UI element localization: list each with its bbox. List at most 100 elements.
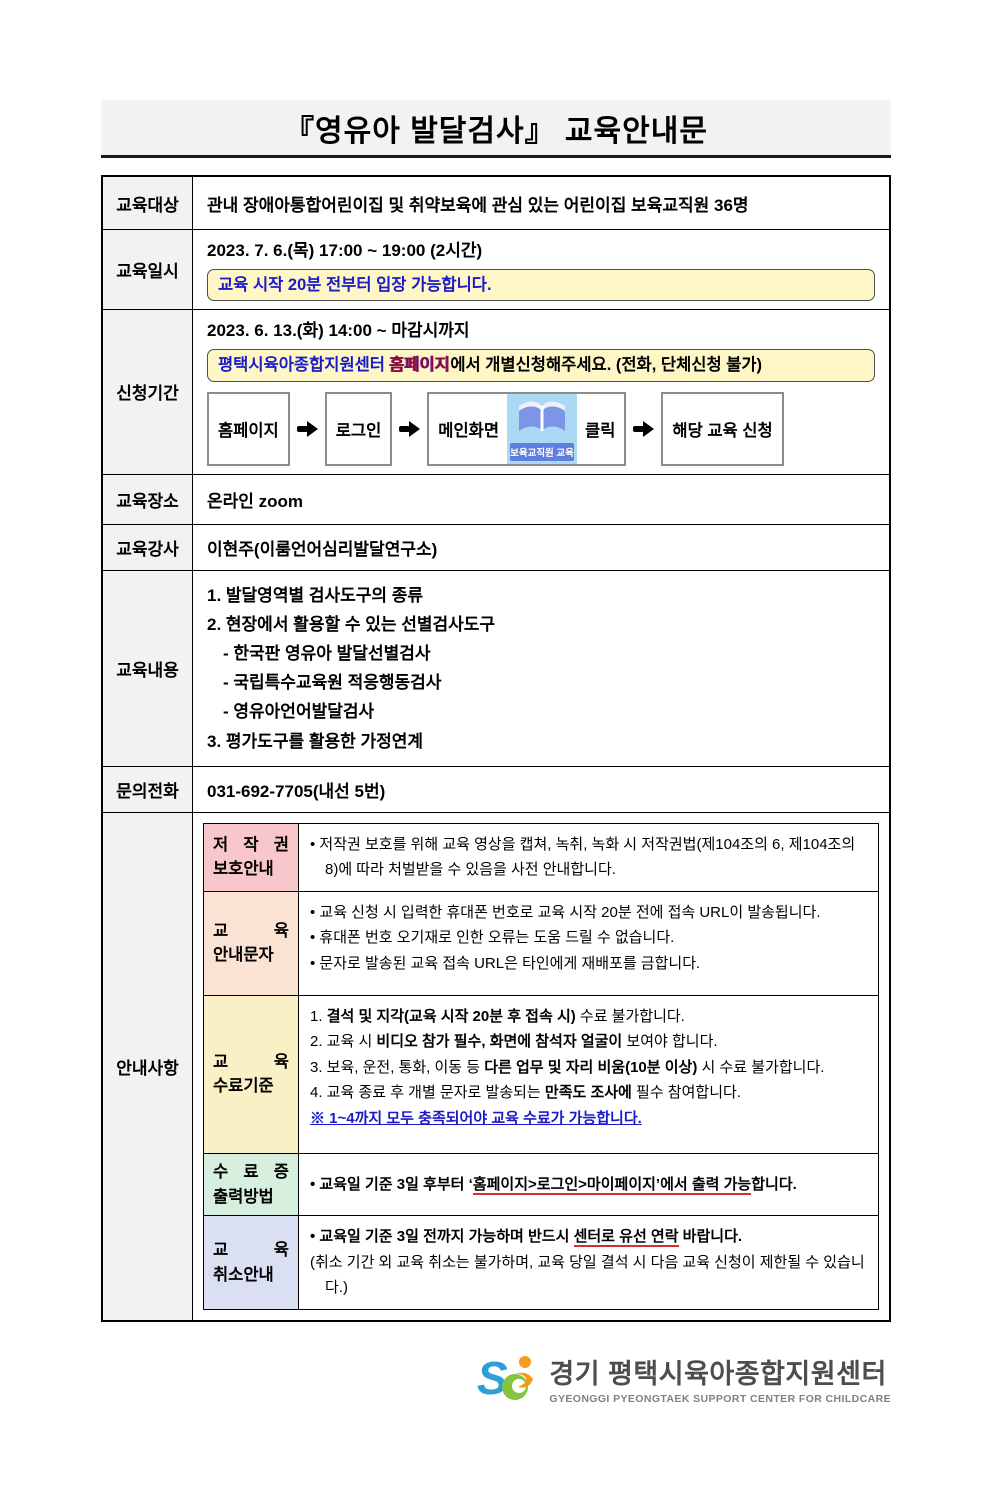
completion-item-bold: 결석 및 지각(교육 시작 20분 후 접속 시): [326, 1007, 576, 1025]
cancel-line1-suffix: 바랍니다.: [678, 1228, 743, 1246]
notice-sms-label: 교 육 안내문자: [204, 891, 299, 995]
apply-note-etc: (전화, 단체신청 불가): [615, 355, 763, 374]
contents-item: - 한국판 영유아 발달선별검사: [223, 643, 431, 663]
notice-sms: 교 육 안내문자 • 교육 신청 시 입력한 휴대폰 번호로 교육 시작 20분…: [204, 890, 878, 995]
datetime-value: 2023. 7. 6.(목) 17:00 ~ 19:00 (2시간): [207, 241, 483, 260]
completion-item-pre: 1.: [310, 1007, 327, 1025]
notice-completion-label-line1: 교 육: [213, 1052, 289, 1071]
notice-sms-item: • 교육 신청 시 입력한 휴대폰 번호로 교육 시작 20분 전에 접속 UR…: [310, 903, 821, 921]
target-value: 관내 장애아통합어린이집 및 취약보육에 관심 있는 어린이집 보육교직원 36…: [207, 195, 749, 215]
flow-step-apply: 해당 교육 신청: [661, 391, 784, 466]
instructor-value: 이현주(이룸언어심리발달연구소): [207, 539, 438, 559]
notice-completion-label: 교 육 수료기준: [204, 995, 299, 1153]
flow-step-mainscreen-label: 메인화면: [438, 421, 500, 440]
contents-item: 3. 평가도구를 활용한 가정연계: [207, 731, 424, 751]
notice-certificate-label-line1: 수 료 증: [213, 1162, 289, 1181]
row-label-datetime: 교육일시: [103, 230, 193, 310]
svg-text:S: S: [477, 1352, 508, 1404]
title-band: 『영유아 발달검사』 교육안내문: [101, 100, 891, 158]
phone-value: 031-692-7705(내선 5번): [207, 781, 386, 801]
notice-completion-item: 2. 교육 시 비디오 참가 필수, 화면에 참석자 얼굴이 보여야 합니다.: [310, 1029, 867, 1055]
notice-sms-item: • 휴대폰 번호 오기재로 인한 오류는 도움 드릴 수 없습니다.: [310, 929, 675, 947]
notice-certificate: 수 료 증 출력방법 • 교육일 기준 3일 후부터 ‘홈페이지>로그인>마이페…: [204, 1152, 878, 1216]
flow-step-login: 로그인: [324, 391, 393, 466]
contents-item: - 국립특수교육원 적응행동검사: [223, 673, 442, 693]
org-name-korean: 경기 평택시육아종합지원센터: [549, 1359, 887, 1390]
flow-step-mainscreen: 메인화면 보육교직원 교육 클릭: [427, 391, 627, 466]
cancel-line1-underlined: 센터로 유선 연락: [573, 1228, 679, 1248]
completion-item-pre: 4. 교육 종료 후 개별 문자로 발송되는: [310, 1084, 545, 1102]
notice-copyright: 저 작 권 보호안내 • 저작권 보호를 위해 교육 영상을 캡쳐, 녹취, 녹…: [204, 823, 878, 891]
flow-step-login-label: 로그인: [335, 421, 382, 440]
row-education-instructor: 교육강사 이현주(이룸언어심리발달연구소): [103, 523, 889, 570]
notice-cancel-label-line2: 취소안내: [213, 1265, 274, 1284]
apply-note-homepage: 홈페이지: [389, 355, 451, 374]
arrow-right-icon: [399, 420, 421, 437]
cancel-line1-prefix: • 교육일 기준 3일 전까지 가능하며 반드시: [310, 1228, 574, 1246]
flow-step-homepage-label: 홈페이지: [218, 421, 279, 440]
row-label-notices: 안내사항: [103, 812, 193, 1320]
apply-note-rest: 에서 개별신청해주세요.: [450, 355, 616, 374]
center-logo-icon: S: [477, 1352, 534, 1404]
row-label-place: 교육장소: [103, 474, 193, 524]
row-label-apply: 신청기간: [103, 310, 193, 474]
notice-cancel-line2: (취소 기간 외 교육 취소는 불가하며, 교육 당일 결석 시 다음 교육 신…: [310, 1253, 865, 1297]
contents-list: 1. 발달영역별 검사도구의 종류 2. 현장에서 활용할 수 있는 선별검사도…: [193, 571, 889, 766]
row-education-target: 교육대상 관내 장애아통합어린이집 및 취약보육에 관심 있는 어린이집 보육교…: [103, 177, 889, 229]
notice-completion: 교 육 수료기준 1. 결석 및 지각(교육 시작 20분 후 접속 시) 수료…: [204, 994, 878, 1153]
notice-sms-item: • 문자로 발송된 교육 접속 URL은 타인에게 재배포를 금합니다.: [310, 954, 701, 972]
education-icon-label: 보육교직원 교육: [510, 442, 575, 461]
row-education-place: 교육장소 온라인 zoom: [103, 473, 889, 524]
flow-step-apply-label: 해당 교육 신청: [672, 421, 773, 440]
entry-note-text: 교육 시작 20분 전부터 입장 가능합니다.: [218, 275, 492, 294]
footer: S 경기 평택시육아종합지원센터 GYEONGGI PYEONGTAEK SUP…: [101, 1350, 891, 1408]
notice-copyright-label-line1: 저 작 권: [213, 835, 289, 854]
completion-item-pre: 2. 교육 시: [310, 1033, 377, 1051]
row-application-period: 신청기간 2023. 6. 13.(화) 14:00 ~ 마감시까지 평택시육아…: [103, 309, 889, 474]
notice-copyright-label: 저 작 권 보호안내: [204, 823, 299, 891]
completion-item-post: 필수 참여합니다.: [631, 1084, 741, 1102]
book-icon: [519, 401, 566, 431]
completion-item-pre: 3. 보육, 운전, 통화, 이동 등: [310, 1058, 485, 1076]
notice-completion-item: 3. 보육, 운전, 통화, 이동 등 다른 업무 및 자리 비움(10분 이상…: [310, 1055, 867, 1081]
info-table: 교육대상 관내 장애아통합어린이집 및 취약보육에 관심 있는 어린이집 보육교…: [101, 175, 891, 1322]
notice-completion-item: 4. 교육 종료 후 개별 문자로 발송되는 만족도 조사에 필수 참여합니다.: [310, 1080, 867, 1106]
notice-sms-label-line1: 교 육: [213, 921, 289, 940]
notice-cancel: 교 육 취소안내 • 교육일 기준 3일 전까지 가능하며 반드시 센터로 유선…: [204, 1215, 878, 1309]
row-label-instructor: 교육강사: [103, 524, 193, 570]
row-label-contents: 교육내용: [103, 570, 193, 766]
apply-note-box: 평택시육아종합지원센터 홈페이지에서 개별신청해주세요. (전화, 단체신청 불…: [207, 348, 875, 382]
certificate-text-suffix: 합니다.: [751, 1175, 797, 1193]
notice-sms-body: • 교육 신청 시 입력한 휴대폰 번호로 교육 시작 20분 전에 접속 UR…: [299, 892, 878, 995]
notice-cancel-label: 교 육 취소안내: [204, 1216, 299, 1309]
entry-note-box: 교육 시작 20분 전부터 입장 가능합니다.: [207, 268, 875, 302]
notice-certificate-text: • 교육일 기준 3일 후부터 ‘홈페이지>로그인>마이페이지’에서 출력 가능…: [310, 1172, 797, 1198]
apply-value-cell: 2023. 6. 13.(화) 14:00 ~ 마감시까지 평택시육아종합지원센…: [193, 310, 889, 473]
completion-item-post: 보여야 합니다.: [622, 1033, 718, 1051]
completion-note-text: ※ 1~4까지 모두 충족되어야 교육 수료가 가능합니다.: [310, 1109, 642, 1127]
contents-item: 2. 현장에서 활용할 수 있는 선별검사도구: [207, 614, 496, 634]
notice-copyright-label-line2: 보호안내: [213, 860, 274, 879]
completion-item-post: 시 수료 불가합니다.: [697, 1058, 825, 1076]
certificate-text-underlined: 홈페이지>로그인>마이페이지’에서 출력 가능: [472, 1175, 752, 1195]
org-name-english: GYEONGGI PYEONGTAEK SUPPORT CENTER FOR C…: [549, 1393, 891, 1406]
row-contact-phone: 문의전화 031-692-7705(내선 5번): [103, 765, 889, 812]
contents-item: 1. 발달영역별 검사도구의 종류: [207, 585, 424, 605]
row-label-target: 교육대상: [103, 177, 193, 229]
notice-certificate-label: 수 료 증 출력방법: [204, 1153, 299, 1216]
application-flow-diagram: 홈페이지 로그인 메인화면: [207, 391, 875, 466]
notice-cancel-body: • 교육일 기준 3일 전까지 가능하며 반드시 센터로 유선 연락 바랍니다.…: [299, 1216, 878, 1309]
completion-item-bold: 다른 업무 및 자리 비움(10분 이상): [484, 1058, 698, 1076]
completion-item-bold: 만족도 조사에: [544, 1084, 632, 1102]
notices-cell: 저 작 권 보호안내 • 저작권 보호를 위해 교육 영상을 캡쳐, 녹취, 녹…: [193, 813, 889, 1320]
notice-completion-note: ※ 1~4까지 모두 충족되어야 교육 수료가 가능합니다.: [310, 1106, 867, 1132]
completion-item-post: 수료 불가합니다.: [575, 1007, 685, 1025]
row-education-contents: 교육내용 1. 발달영역별 검사도구의 종류 2. 현장에서 활용할 수 있는 …: [103, 569, 889, 766]
arrow-right-icon: [296, 420, 318, 437]
notice-completion-label-line2: 수료기준: [213, 1077, 274, 1096]
certificate-text-prefix: • 교육일 기준 3일 후부터 ‘: [310, 1175, 473, 1193]
datetime-value-cell: 2023. 7. 6.(목) 17:00 ~ 19:00 (2시간) 교육 시작…: [193, 230, 889, 309]
apply-note-site: 평택시육아종합지원센터: [218, 355, 390, 374]
notice-cancel-label-line1: 교 육: [213, 1240, 289, 1259]
notice-copyright-text: • 저작권 보호를 위해 교육 영상을 캡쳐, 녹취, 녹화 시 저작권법(제1…: [310, 835, 856, 879]
